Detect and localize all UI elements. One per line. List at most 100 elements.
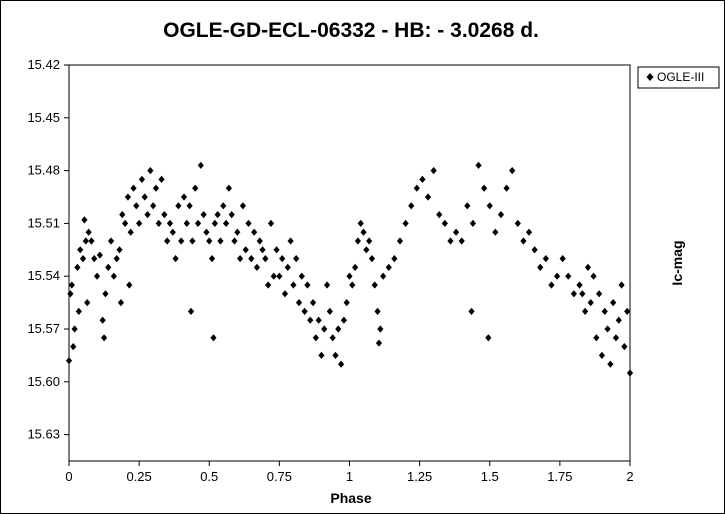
data-point (596, 290, 603, 298)
data-point (136, 219, 143, 227)
y-axis-title: Ic-mag (669, 240, 685, 285)
data-point (273, 246, 280, 254)
data-point (281, 290, 289, 298)
data-point (220, 202, 227, 210)
data-point (192, 184, 199, 192)
data-point (82, 237, 89, 245)
y-tick-label: 15.42 (27, 57, 60, 72)
data-point (481, 184, 488, 192)
data-point (380, 272, 387, 280)
data-point (374, 307, 381, 315)
legend: OGLE-III (637, 66, 720, 89)
data-point (242, 246, 249, 254)
x-tick-label: 2 (626, 469, 633, 484)
data-point (604, 325, 611, 333)
data-point (497, 211, 505, 219)
data-point (396, 237, 404, 245)
data-point (354, 237, 362, 245)
data-point (262, 255, 269, 263)
data-point (436, 211, 443, 219)
data-point (352, 263, 359, 271)
data-point (503, 184, 510, 192)
data-point (88, 237, 95, 245)
x-tick-label: 0 (65, 469, 72, 484)
data-point (509, 167, 516, 175)
data-point (99, 316, 106, 324)
x-tick-label: 0.75 (267, 469, 292, 484)
data-point (610, 299, 617, 307)
data-point (214, 211, 221, 219)
data-point (537, 263, 544, 271)
data-point (340, 316, 347, 324)
data-point (366, 237, 373, 245)
data-point (464, 202, 471, 210)
data-point (67, 290, 74, 298)
data-point (590, 272, 597, 280)
data-point (155, 219, 162, 227)
data-point (601, 307, 608, 315)
data-point (189, 237, 196, 245)
y-tick-label: 15.48 (27, 163, 60, 178)
data-point (164, 237, 171, 245)
data-point (116, 246, 123, 254)
data-point (335, 325, 342, 333)
x-axis-title: Phase (330, 490, 371, 506)
data-point (441, 219, 448, 227)
data-point (301, 307, 308, 315)
data-point (315, 316, 322, 324)
data-point (363, 246, 370, 254)
legend-box (637, 66, 720, 89)
y-tick-label: 15.57 (27, 321, 60, 336)
data-point (520, 237, 527, 245)
data-point (626, 369, 634, 377)
data-point (203, 228, 210, 236)
data-point (375, 339, 383, 347)
data-point (161, 211, 168, 219)
data-point (368, 255, 376, 263)
data-point (200, 211, 207, 219)
data-point (525, 228, 533, 236)
data-point (419, 175, 426, 183)
legend-marker-diamond-icon (646, 73, 654, 81)
data-point (576, 281, 583, 289)
data-point (587, 299, 594, 307)
data-point (228, 211, 235, 219)
data-point (413, 184, 420, 192)
data-point (100, 334, 108, 342)
data-point (624, 307, 631, 315)
data-point (402, 219, 409, 227)
data-point (276, 272, 283, 280)
x-tick-label: 1.75 (547, 469, 572, 484)
data-point (612, 334, 620, 342)
data-point (74, 263, 81, 271)
data-point (346, 272, 353, 280)
data-point (183, 219, 190, 227)
data-point (430, 167, 437, 175)
data-point (570, 290, 577, 298)
data-point (267, 219, 275, 227)
data-point (309, 299, 317, 307)
data-point (287, 237, 294, 245)
data-point (318, 351, 325, 359)
data-point (194, 219, 202, 227)
data-point (169, 228, 176, 236)
data-point (349, 281, 356, 289)
data-point (337, 360, 345, 368)
x-tick-label: 0.25 (126, 469, 151, 484)
data-point (371, 281, 378, 289)
data-point (107, 237, 115, 245)
data-point (166, 219, 174, 227)
data-point (357, 219, 364, 227)
data-point (70, 343, 77, 351)
data-point (468, 307, 475, 315)
data-point (332, 351, 339, 359)
data-point (68, 281, 75, 289)
data-point (65, 357, 73, 365)
y-tick-label: 15.51 (27, 215, 60, 230)
legend-label: OGLE-III (657, 70, 704, 84)
data-point (582, 307, 589, 315)
data-point (593, 334, 600, 342)
data-point (84, 299, 91, 307)
data-point (492, 228, 499, 236)
data-point (245, 219, 252, 227)
